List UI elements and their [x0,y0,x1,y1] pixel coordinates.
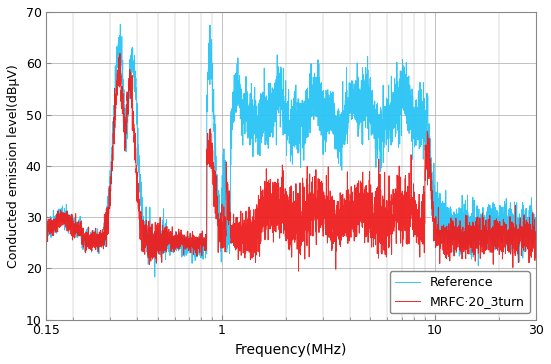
Reference [249,118,256,122]
Reference [399,106,406,110]
Reference [117,22,123,26]
Reference [276,89,283,94]
MRFC·20_3turn [295,269,302,273]
Reference [253,108,260,113]
Reference [533,244,539,249]
MRFC·20_3turn [399,225,406,229]
Legend: Reference, MRFC·20_3turn: Reference, MRFC·20_3turn [390,271,530,313]
MRFC·20_3turn [253,226,260,230]
MRFC·20_3turn [249,244,256,248]
MRFC·20_3turn [276,209,283,214]
MRFC·20_3turn [518,225,525,229]
Reference [43,228,50,232]
Line: Reference: Reference [46,24,536,277]
MRFC·20_3turn [117,51,123,56]
MRFC·20_3turn [43,217,50,222]
Y-axis label: Conducted emission level(dBμV): Conducted emission level(dBμV) [7,64,20,268]
X-axis label: Frequency(MHz): Frequency(MHz) [235,343,348,357]
MRFC·20_3turn [494,241,500,245]
MRFC·20_3turn [533,238,539,243]
Line: MRFC·20_3turn: MRFC·20_3turn [46,54,536,271]
Reference [152,275,158,279]
Reference [494,234,500,238]
Reference [518,217,525,222]
